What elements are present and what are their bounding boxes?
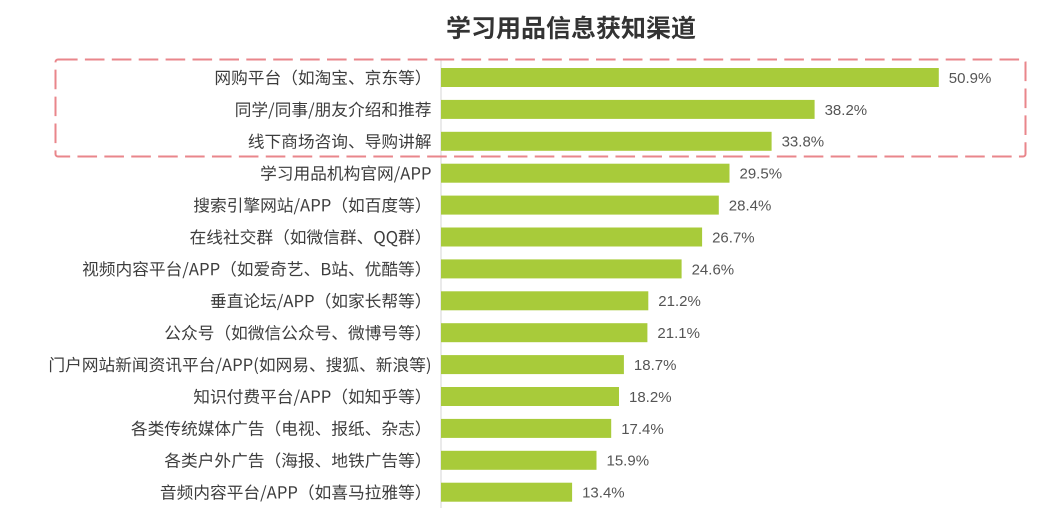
svg-text:17.4%: 17.4% (621, 421, 664, 438)
svg-text:15.9%: 15.9% (607, 453, 650, 470)
svg-text:29.5%: 29.5% (740, 166, 783, 183)
svg-text:38.2%: 38.2% (825, 102, 868, 119)
svg-text:24.6%: 24.6% (692, 261, 735, 278)
svg-text:33.8%: 33.8% (782, 134, 825, 151)
svg-text:26.7%: 26.7% (712, 229, 755, 246)
svg-text:18.7%: 18.7% (634, 357, 677, 374)
svg-text:18.2%: 18.2% (629, 389, 672, 406)
svg-text:13.4%: 13.4% (582, 485, 625, 502)
svg-text:21.2%: 21.2% (658, 293, 701, 310)
svg-text:21.1%: 21.1% (657, 325, 700, 342)
svg-text:50.9%: 50.9% (949, 70, 992, 87)
svg-text:28.4%: 28.4% (729, 197, 772, 214)
